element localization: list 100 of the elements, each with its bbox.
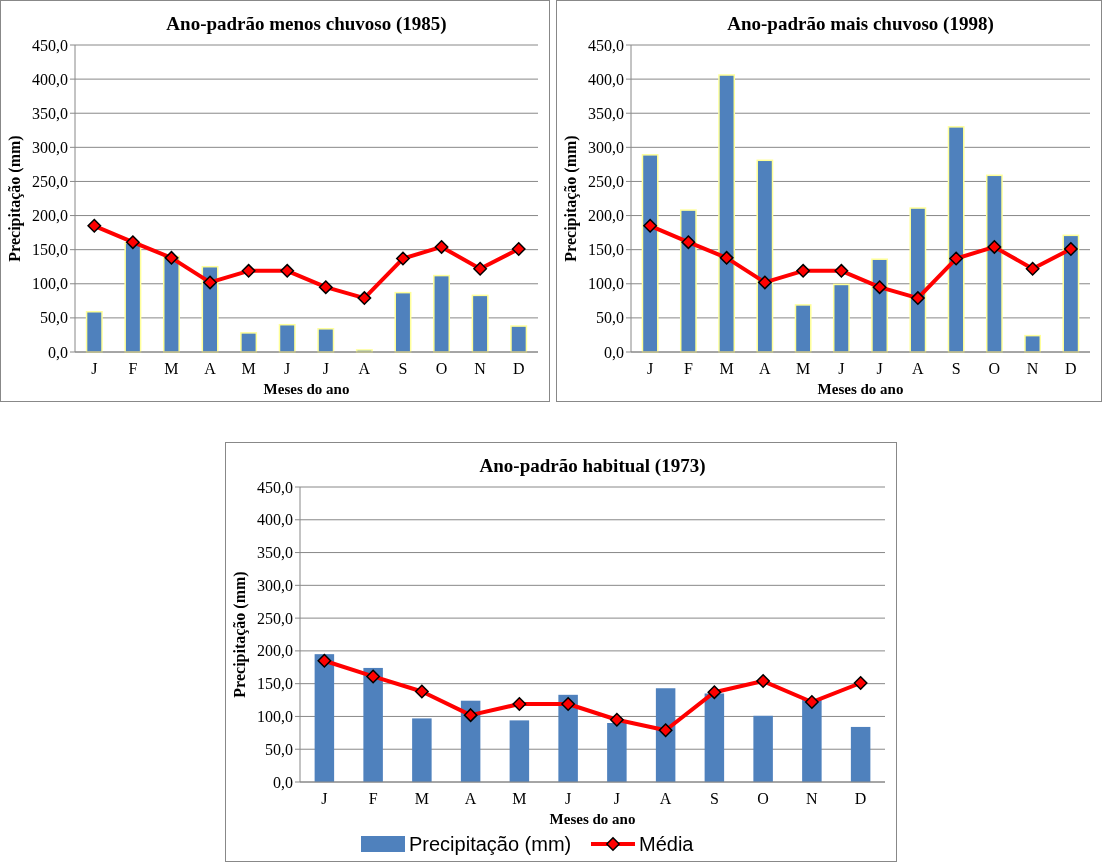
x-tick-label: D [512,360,525,377]
y-tick-label: 100,0 [257,708,293,726]
bar [641,154,659,353]
y-tick-label: 200,0 [588,207,624,225]
point [463,708,478,723]
x-tick-label: J [284,360,291,377]
point [609,712,624,727]
y-tick-label: 250,0 [257,609,293,627]
y-tick-label: 150,0 [588,241,624,259]
y-tick-label: 50,0 [596,309,624,327]
point [872,280,887,295]
bar [607,723,627,782]
point [707,685,722,700]
x-tick-label: M [414,790,429,807]
y-tick-label: 250,0 [32,173,68,191]
bar [162,255,180,353]
bar [314,654,335,782]
x-tick-label: A [204,360,217,377]
y-tick-label: 0,0 [273,773,293,791]
y-tick-label: 400,0 [32,70,68,88]
point [804,695,819,709]
legend-label: Média [639,833,695,855]
x-tick-label: A [358,360,371,377]
point [473,261,488,276]
y-tick-label: 350,0 [257,544,293,562]
x-tick-label: J [321,790,328,807]
x-tick-label: D [1065,360,1077,377]
y-tick-label: 300,0 [32,138,68,156]
bar [460,700,481,782]
point [756,674,771,688]
point [561,697,576,711]
bar [278,323,296,353]
x-tick-label: J [322,360,329,377]
x-tick-label: M [796,360,811,377]
bar [802,700,822,782]
x-tick-label: O [435,360,448,377]
bar [718,74,736,353]
y-tick-label: 400,0 [588,70,624,88]
point [241,263,256,278]
bar [85,311,103,353]
point [366,669,381,684]
point [317,653,332,668]
y-tick-label: 0,0 [604,343,624,361]
point [434,239,449,254]
point [949,251,964,266]
y-tick-label: 350,0 [588,104,624,122]
x-tick-label: S [709,790,719,807]
point [414,684,429,699]
x-tick-label: F [368,790,378,807]
x-tick-label: N [474,360,487,377]
x-axis-title: Meses do ano [549,811,636,827]
y-tick-label: 100,0 [588,275,624,293]
x-axis-title: Meses do ano [817,381,904,397]
chart-title: Ano-padrão habitual (1973) [479,455,706,477]
bar [756,159,774,353]
x-tick-label: D [854,790,867,807]
x-tick-label: F [128,360,138,377]
y-tick-label: 300,0 [257,576,293,594]
chart-title: Ano-padrão mais chuvoso (1998) [727,13,994,35]
bar [363,667,383,782]
bar [947,126,965,353]
point [511,242,526,256]
y-tick-label: 100,0 [32,275,68,293]
bar [201,265,219,353]
x-tick-label: A [659,790,672,807]
y-tick-label: 0,0 [48,343,68,361]
bar [394,291,412,353]
point [396,251,410,266]
bar [471,294,489,353]
x-tick-label: J [838,360,845,377]
bar [655,688,676,782]
bar [704,693,725,782]
legend-label: Precipitação (mm) [409,833,572,855]
point [357,291,372,306]
point [719,250,734,265]
point [164,250,179,265]
x-axis-title: Meses do ano [263,381,350,397]
y-tick-label: 200,0 [32,207,68,225]
y-axis-title: Precipitação (mm) [562,135,580,262]
bar [909,207,927,353]
bar [871,258,889,353]
x-tick-label: A [912,360,925,377]
point [910,291,925,306]
point [318,280,333,295]
chart-title: Ano-padrão menos chuvoso (1985) [166,13,447,35]
x-tick-label: N [806,790,819,807]
y-axis-title: Precipitação (mm) [6,135,24,262]
x-tick-label: J [91,360,98,377]
bar [850,726,871,782]
point [853,676,868,690]
x-tick-label: J [876,360,883,377]
x-tick-label: M [512,790,527,807]
y-tick-label: 50,0 [265,740,293,758]
y-tick-label: 400,0 [257,511,293,529]
y-tick-label: 450,0 [588,36,624,54]
bar [510,325,528,353]
y-tick-label: 200,0 [257,642,293,660]
x-tick-label: A [759,360,772,377]
bar [124,242,142,353]
y-tick-label: 250,0 [588,173,624,191]
